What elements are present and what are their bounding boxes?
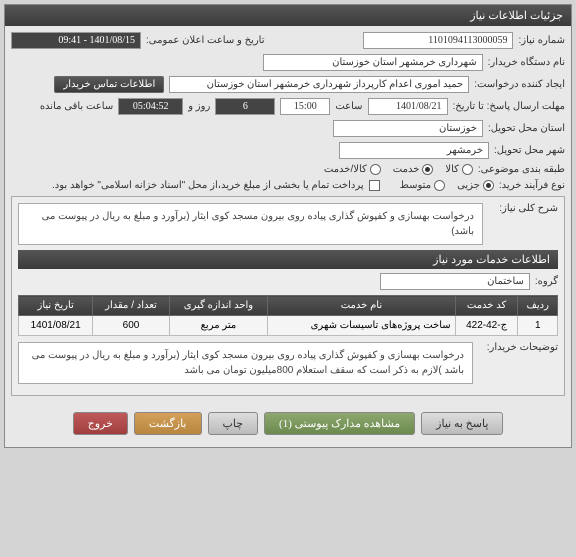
exit-button[interactable]: خروج xyxy=(73,412,128,435)
col-unit: واحد اندازه گیری xyxy=(169,296,268,316)
col-row: ردیف xyxy=(518,296,558,316)
need-number-value: 1101094113000059 xyxy=(363,32,513,49)
time-label-1: ساعت xyxy=(335,101,362,112)
panel-body: شماره نیاز: 1101094113000059 تاریخ و ساع… xyxy=(5,26,571,447)
main-panel: جزئیات اطلاعات نیاز شماره نیاز: 11010941… xyxy=(4,4,572,448)
radio-minor-circle xyxy=(483,180,494,191)
row-category: طبقه بندی موضوعی: کالا خدمت کالا/خدمت xyxy=(11,164,565,175)
bottom-buttons: پاسخ به نیاز مشاهده مدارک پیوستی (1) چاپ… xyxy=(11,406,565,441)
payment-note: پرداخت تمام یا بخشی از مبلغ خرید،از محل … xyxy=(52,180,364,191)
row-buyer-notes: توضیحات خریدار: درخواست بهسازی و کفپوش گ… xyxy=(18,342,558,384)
need-number-label: شماره نیاز: xyxy=(518,35,565,46)
buyer-value: شهرداری خرمشهر استان خوزستان xyxy=(263,54,483,71)
cell-unit: متر مربع xyxy=(169,316,268,336)
buyer-label: نام دستگاه خریدار: xyxy=(488,57,565,68)
row-province: استان محل تحویل: خوزستان xyxy=(11,120,565,137)
general-desc-label: شرح کلی نیاز: xyxy=(488,203,558,214)
group-label: گروه: xyxy=(535,276,558,287)
services-section-title: اطلاعات خدمات مورد نیاز xyxy=(18,250,558,269)
col-date: تاریخ نیاز xyxy=(19,296,93,316)
radio-minor-label: جزیی xyxy=(457,180,480,191)
row-general-desc: شرح کلی نیاز: درخواست بهسازی و کفپوش گذا… xyxy=(18,203,558,245)
radio-gs-label: کالا/خدمت xyxy=(324,164,367,175)
row-creator: ایجاد کننده درخواست: حمید اموری اعدام کا… xyxy=(11,76,565,93)
process-radios: جزیی متوسط xyxy=(400,180,494,191)
announce-label: تاریخ و ساعت اعلان عمومی: xyxy=(146,35,265,46)
cell-qty: 600 xyxy=(93,316,169,336)
day-label: روز و xyxy=(188,101,210,112)
deadline-label: مهلت ارسال پاسخ: تا تاریخ: xyxy=(453,101,565,112)
cell-name: ساخت پروژه‌های تاسیسات شهری xyxy=(268,316,455,336)
radio-service-label: خدمت xyxy=(393,164,420,175)
deadline-time: 15:00 xyxy=(280,98,330,115)
services-table-wrap: ردیف کد خدمت نام خدمت واحد اندازه گیری ت… xyxy=(18,295,558,336)
category-radios: کالا خدمت کالا/خدمت xyxy=(324,164,473,175)
inner-panel: شرح کلی نیاز: درخواست بهسازی و کفپوش گذا… xyxy=(11,196,565,396)
radio-medium[interactable]: متوسط xyxy=(400,180,445,191)
radio-medium-circle xyxy=(434,180,445,191)
radio-goods-service[interactable]: کالا/خدمت xyxy=(324,164,381,175)
remaining-time: 05:04:52 xyxy=(118,98,183,115)
services-table: ردیف کد خدمت نام خدمت واحد اندازه گیری ت… xyxy=(18,295,558,336)
radio-medium-label: متوسط xyxy=(400,180,431,191)
col-code: کد خدمت xyxy=(455,296,518,316)
general-desc: درخواست بهسازی و کفپوش گذاری پیاده روی ب… xyxy=(18,203,483,245)
announce-value: 1401/08/15 - 09:41 xyxy=(11,32,141,49)
col-qty: تعداد / مقدار xyxy=(93,296,169,316)
city-value: خرمشهر xyxy=(339,142,489,159)
buyer-notes: درخواست بهسازی و کفپوش گذاری پیاده روی ب… xyxy=(18,342,473,384)
row-deadline: مهلت ارسال پاسخ: تا تاریخ: 1401/08/21 سا… xyxy=(11,98,565,115)
row-city: شهر محل تحویل: خرمشهر xyxy=(11,142,565,159)
table-row[interactable]: 1 ج-42-422 ساخت پروژه‌های تاسیسات شهری م… xyxy=(19,316,558,336)
panel-title: جزئیات اطلاعات نیاز xyxy=(5,5,571,26)
deadline-date: 1401/08/21 xyxy=(368,98,448,115)
contact-button[interactable]: اطلاعات تماس خریدار xyxy=(54,76,164,93)
cell-row: 1 xyxy=(518,316,558,336)
city-label: شهر محل تحویل: xyxy=(494,145,565,156)
row-buyer: نام دستگاه خریدار: شهرداری خرمشهر استان … xyxy=(11,54,565,71)
remaining-label: ساعت باقی مانده xyxy=(40,101,113,112)
cell-date: 1401/08/21 xyxy=(19,316,93,336)
radio-service[interactable]: خدمت xyxy=(393,164,434,175)
province-value: خوزستان xyxy=(333,120,483,137)
table-header-row: ردیف کد خدمت نام خدمت واحد اندازه گیری ت… xyxy=(19,296,558,316)
radio-goods-label: کالا xyxy=(445,164,459,175)
row-group: گروه: ساختمان xyxy=(18,273,558,290)
radio-goods[interactable]: کالا xyxy=(445,164,473,175)
radio-goods-circle xyxy=(462,164,473,175)
radio-minor[interactable]: جزیی xyxy=(457,180,494,191)
creator-value: حمید اموری اعدام کارپرداز شهرداری خرمشهر… xyxy=(169,76,469,93)
attachments-button[interactable]: مشاهده مدارک پیوستی (1) xyxy=(264,412,415,435)
print-button[interactable]: چاپ xyxy=(208,412,259,435)
col-name: نام خدمت xyxy=(268,296,455,316)
category-label: طبقه بندی موضوعی: xyxy=(478,164,565,175)
group-value: ساختمان xyxy=(380,273,530,290)
radio-service-circle xyxy=(422,164,433,175)
days-remaining: 6 xyxy=(215,98,275,115)
creator-label: ایجاد کننده درخواست: xyxy=(474,79,565,90)
respond-button[interactable]: پاسخ به نیاز xyxy=(421,412,503,435)
row-process: نوع فرآیند خرید: جزیی متوسط پرداخت تمام … xyxy=(11,180,565,191)
payment-checkbox[interactable] xyxy=(369,180,380,191)
row-need-number: شماره نیاز: 1101094113000059 تاریخ و ساع… xyxy=(11,32,565,49)
buyer-notes-label: توضیحات خریدار: xyxy=(478,342,558,353)
radio-gs-circle xyxy=(370,164,381,175)
province-label: استان محل تحویل: xyxy=(488,123,565,134)
process-label: نوع فرآیند خرید: xyxy=(499,180,565,191)
back-button[interactable]: بازگشت xyxy=(134,412,202,435)
cell-code: ج-42-422 xyxy=(455,316,518,336)
